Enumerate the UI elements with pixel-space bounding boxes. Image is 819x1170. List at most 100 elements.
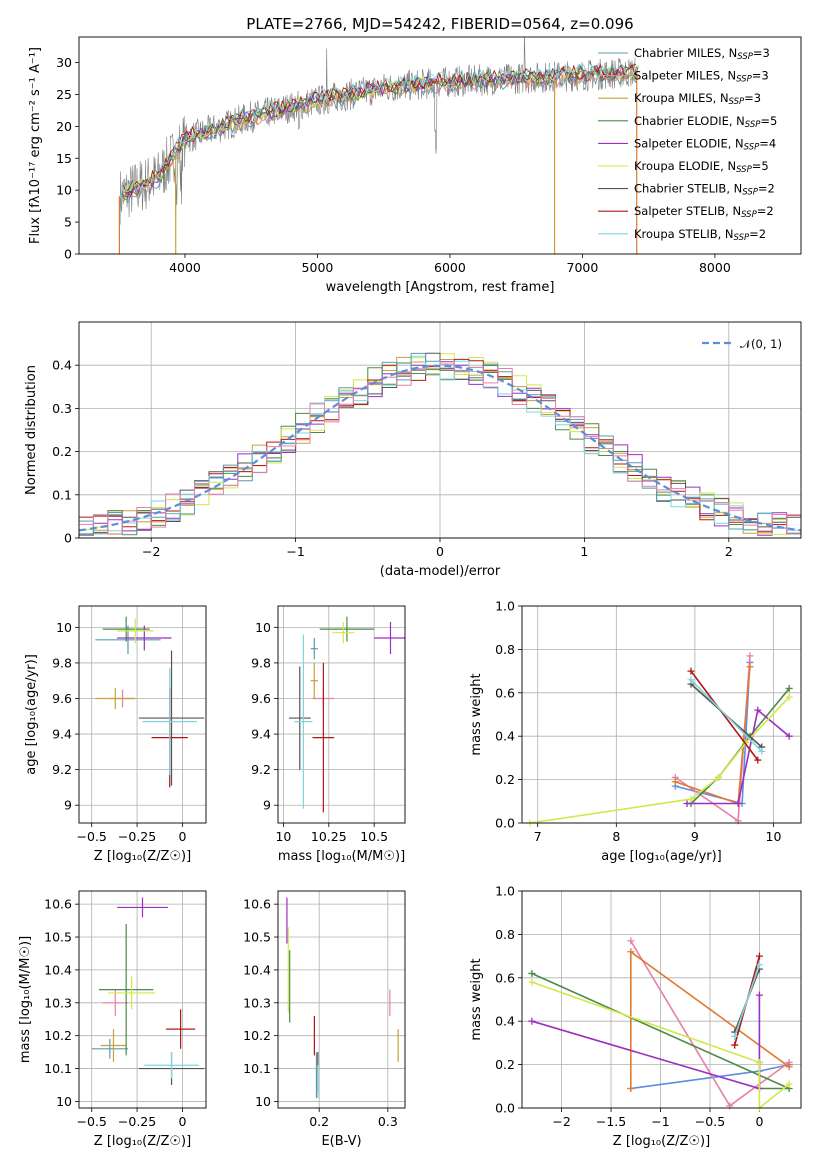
weight-marker-5 xyxy=(754,706,762,714)
weight-marker-3 xyxy=(785,1063,793,1071)
y-tick-label: 10 xyxy=(56,620,72,635)
legend-sub: SSP xyxy=(744,142,760,152)
legend-sub: SSP xyxy=(741,210,757,220)
y-tick-label: 0.8 xyxy=(495,642,515,657)
x-tick-label: 0 xyxy=(755,1114,763,1129)
weight-marker-6 xyxy=(687,795,695,803)
weight-marker-9 xyxy=(755,961,763,969)
y-axis-label: mass weight xyxy=(469,673,484,755)
y-tick-label: 0.3 xyxy=(52,401,72,416)
weight-marker-5 xyxy=(755,991,763,999)
x-axis-label: Z [log₁₀(Z/Z☉)] xyxy=(613,1134,710,1149)
x-tick-label: 0 xyxy=(178,1114,186,1129)
axes-frame xyxy=(78,321,802,539)
legend-label-3: Kroupa MILES, NSSP=3 xyxy=(634,91,761,107)
y-tick-label: 10.4 xyxy=(243,962,271,977)
x-tick-label: 10 xyxy=(766,829,782,844)
legend-tail: =2 xyxy=(757,204,774,218)
legend-text: Kroupa MILES, N xyxy=(634,91,729,105)
x-tick-label: 7000 xyxy=(567,260,599,275)
legend-tail: =2 xyxy=(749,227,766,241)
y-tick-label: 0.2 xyxy=(495,1057,515,1072)
weight-line-6 xyxy=(529,696,790,823)
mass-vs-z-panel: −0.5 −0.25 0 10 10.1 10.2 10.3 10.4 10.5 10.6 Z [l… xyxy=(18,890,207,1149)
legend-label-1: Chabrier MILES, NSSP=3 xyxy=(634,46,770,62)
axes-frame xyxy=(78,36,802,255)
histogram-7 xyxy=(79,355,801,535)
spectrum-panel: 4000 5000 6000 7000 8000 0 5 10 15 20 25 30 waveleng… xyxy=(28,36,802,295)
y-tick-label: 9.6 xyxy=(52,691,72,706)
weight-marker-3 xyxy=(627,1084,635,1092)
weight-line-5 xyxy=(531,995,761,1090)
legend-sub: SSP xyxy=(742,188,758,198)
legend-sub: SSP xyxy=(736,75,752,85)
legend-tail: =3 xyxy=(753,46,770,60)
x-tick-label: −0.5 xyxy=(77,1114,107,1129)
y-tick-label: 9.6 xyxy=(251,691,271,706)
y-tick-label: 10 xyxy=(56,183,72,198)
x-tick-label: −0.25 xyxy=(118,1114,156,1129)
x-tick-label: −1.5 xyxy=(596,1114,626,1129)
legend-label-4: Chabrier ELODIE, NSSP=5 xyxy=(634,114,777,130)
y-tick-label: 30 xyxy=(56,55,72,70)
y-tick-label: 10.5 xyxy=(44,930,72,945)
y-tick-label: 0 xyxy=(64,531,72,546)
figure-title: PLATE=2766, MJD=54242, FIBERID=0564, z=0… xyxy=(246,15,633,33)
legend-tail: =5 xyxy=(760,114,777,128)
weight-marker-9 xyxy=(687,676,695,684)
y-axis-label: Normed distribution xyxy=(24,365,39,495)
legend-text: Chabrier ELODIE, N xyxy=(634,114,745,128)
weight-marker-5 xyxy=(528,1017,536,1025)
x-tick-label: 10.25 xyxy=(311,829,347,844)
age-vs-z-panel: −0.5 −0.25 0 9 9.2 9.4 9.6 9.8 10 Z [log₁₀(Z/Z☉)]… xyxy=(24,605,207,864)
x-axis-label: (data-model)/error xyxy=(380,564,501,579)
legend-sub: SSP xyxy=(729,97,745,107)
y-tick-label: 25 xyxy=(56,87,72,102)
x-axis-label: wavelength [Angstrom, rest frame] xyxy=(326,280,555,295)
y-tick-label: 9.4 xyxy=(52,727,72,742)
y-tick-label: 0.2 xyxy=(52,444,72,459)
x-tick-label: 8000 xyxy=(699,260,731,275)
y-tick-label: 1.0 xyxy=(495,599,515,614)
legend-text: Salpeter STELIB, N xyxy=(634,204,741,218)
legend-label-5: Salpeter ELODIE, NSSP=4 xyxy=(634,136,776,152)
y-tick-label: 1.0 xyxy=(495,884,515,899)
y-tick-label: 9.8 xyxy=(52,655,72,670)
x-tick-label: 0.3 xyxy=(378,1114,398,1129)
axes-frame xyxy=(78,890,207,1109)
weight-marker-4 xyxy=(785,684,793,692)
axes-frame xyxy=(521,605,802,824)
x-axis-label: Z [log₁₀(Z/Z☉)] xyxy=(94,849,191,864)
weight-marker-6 xyxy=(528,978,536,986)
x-tick-label: 10 xyxy=(275,829,291,844)
x-tick-label: 0.2 xyxy=(309,1114,329,1129)
weight-marker-8 xyxy=(755,952,763,960)
y-tick-label: 15 xyxy=(56,151,72,166)
x-tick-label: 6000 xyxy=(434,260,466,275)
y-tick-label: 0.4 xyxy=(495,729,515,744)
weight-marker-8 xyxy=(687,667,695,675)
x-tick-label: 7 xyxy=(534,829,542,844)
y-tick-label: 10.3 xyxy=(44,995,72,1010)
y-axis-label: mass [log₁₀(M/M☉)] xyxy=(18,936,33,1063)
model-line-5 xyxy=(125,66,638,198)
weight-vs-z-panel: −2 −1.5 −1 −0.5 0 0.0 0.2 0.4 0.6 0.8 1.0 Z [log₁₀(… xyxy=(469,884,802,1149)
x-tick-label: −2 xyxy=(142,544,160,559)
y-tick-label: 0.1 xyxy=(52,487,72,502)
y-tick-label: 0.6 xyxy=(495,685,515,700)
legend-label-6: Kroupa ELODIE, NSSP=5 xyxy=(634,159,769,175)
x-tick-label: 8 xyxy=(612,829,620,844)
legend-label-normal: 𝒩(0, 1) xyxy=(740,337,782,351)
x-tick-label: −1 xyxy=(651,1114,669,1129)
weight-marker-9 xyxy=(731,1032,739,1040)
x-axis-label: mass [log₁₀(M/M☉)] xyxy=(278,849,405,864)
y-tick-label: 0.0 xyxy=(495,816,515,831)
weight-line-6 xyxy=(531,981,790,1108)
legend-text: Chabrier STELIB, N xyxy=(634,182,742,196)
legend-tail: =3 xyxy=(744,91,761,105)
legend-sub: SSP xyxy=(736,165,752,175)
legend-tail: =4 xyxy=(759,136,776,150)
weight-marker-2 xyxy=(746,652,754,660)
y-tick-label: 9.8 xyxy=(251,655,271,670)
x-tick-label: 1 xyxy=(580,544,588,559)
